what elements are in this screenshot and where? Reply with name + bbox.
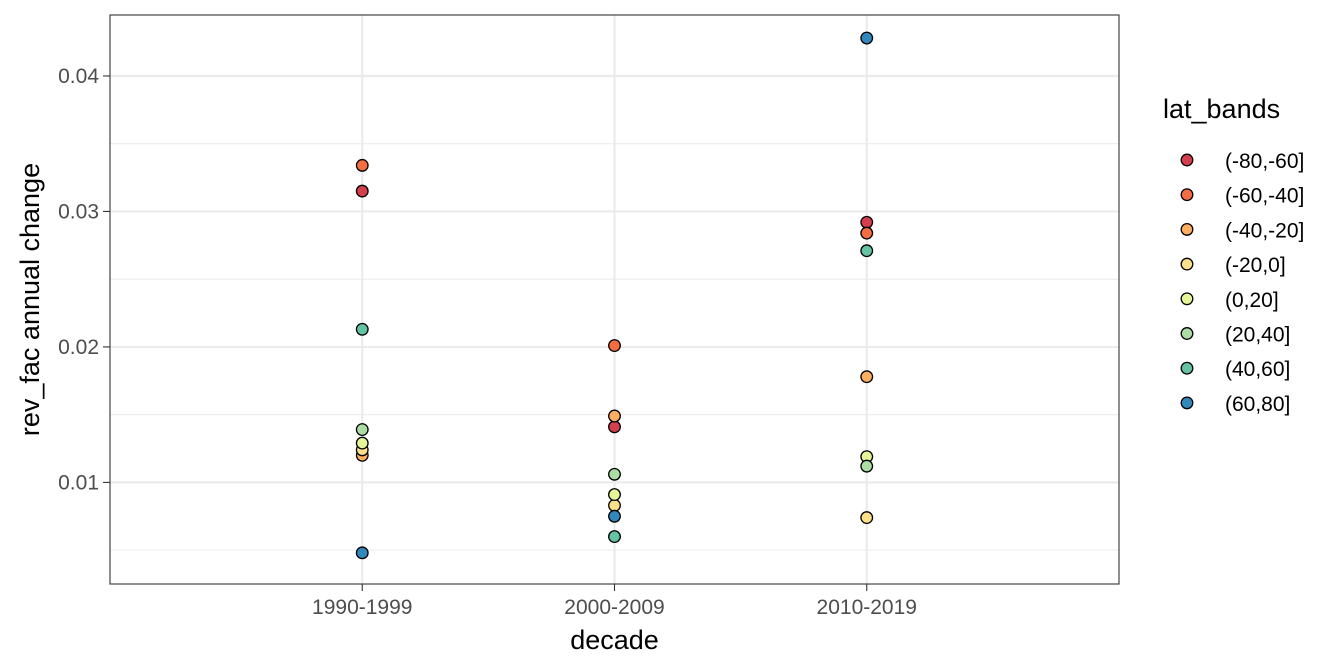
data-point [860,244,874,258]
data-point [355,158,369,172]
y-tick-label: 0.01 [58,471,99,494]
y-tick-label: 0.04 [58,65,99,88]
legend-label: (-20,0] [1225,254,1286,277]
y-axis: 0.01 0.02 0.03 0.04 [58,65,110,494]
y-tick-label: 0.03 [58,200,99,223]
x-axis-title: decade [570,625,659,655]
legend-label: (20,40] [1225,324,1290,347]
legend-key [1180,396,1194,410]
legend: lat_bands (-80,-60] (-60,-40] (-40,-20] (-2… [1163,94,1304,416]
y-axis-title: rev_fac annual change [15,163,45,436]
legend-key [1180,257,1194,271]
x-tick-label: 2000-2009 [564,596,664,619]
legend-label: (40,60] [1225,358,1290,381]
data-point [608,530,621,544]
data-point [355,436,369,450]
legend-title: lat_bands [1163,94,1280,124]
data-point [860,370,874,384]
legend-label: (0,20] [1225,289,1279,312]
data-point [355,423,369,437]
legend-key [1180,222,1194,236]
legend-key [1180,292,1194,306]
data-point [860,226,874,240]
data-points [355,31,874,560]
data-point [608,509,621,523]
data-point [860,511,874,525]
data-point [608,339,621,353]
data-point [608,498,621,512]
data-point [608,488,621,502]
data-point [608,409,621,423]
legend-label: (-60,-40] [1225,185,1304,208]
legend-label: (-40,-20] [1225,219,1304,242]
x-tick-label: 1990-1999 [312,596,412,619]
data-point [860,31,874,45]
data-point [608,420,621,434]
legend-key [1180,327,1194,340]
data-point [860,215,874,229]
data-point [860,459,874,473]
data-point [608,467,621,481]
legend-label: (60,80] [1225,393,1290,416]
legend-key [1180,361,1194,375]
legend-label: (-80,-60] [1225,150,1304,173]
data-point [355,546,369,560]
x-axis: 1990-1999 2000-2009 2010-2019 [312,584,917,619]
x-tick-label: 2010-2019 [817,596,917,619]
y-tick-label: 0.02 [58,336,99,359]
data-point [355,322,369,336]
legend-key [1180,153,1194,167]
data-point [355,184,369,198]
legend-key [1180,188,1194,202]
